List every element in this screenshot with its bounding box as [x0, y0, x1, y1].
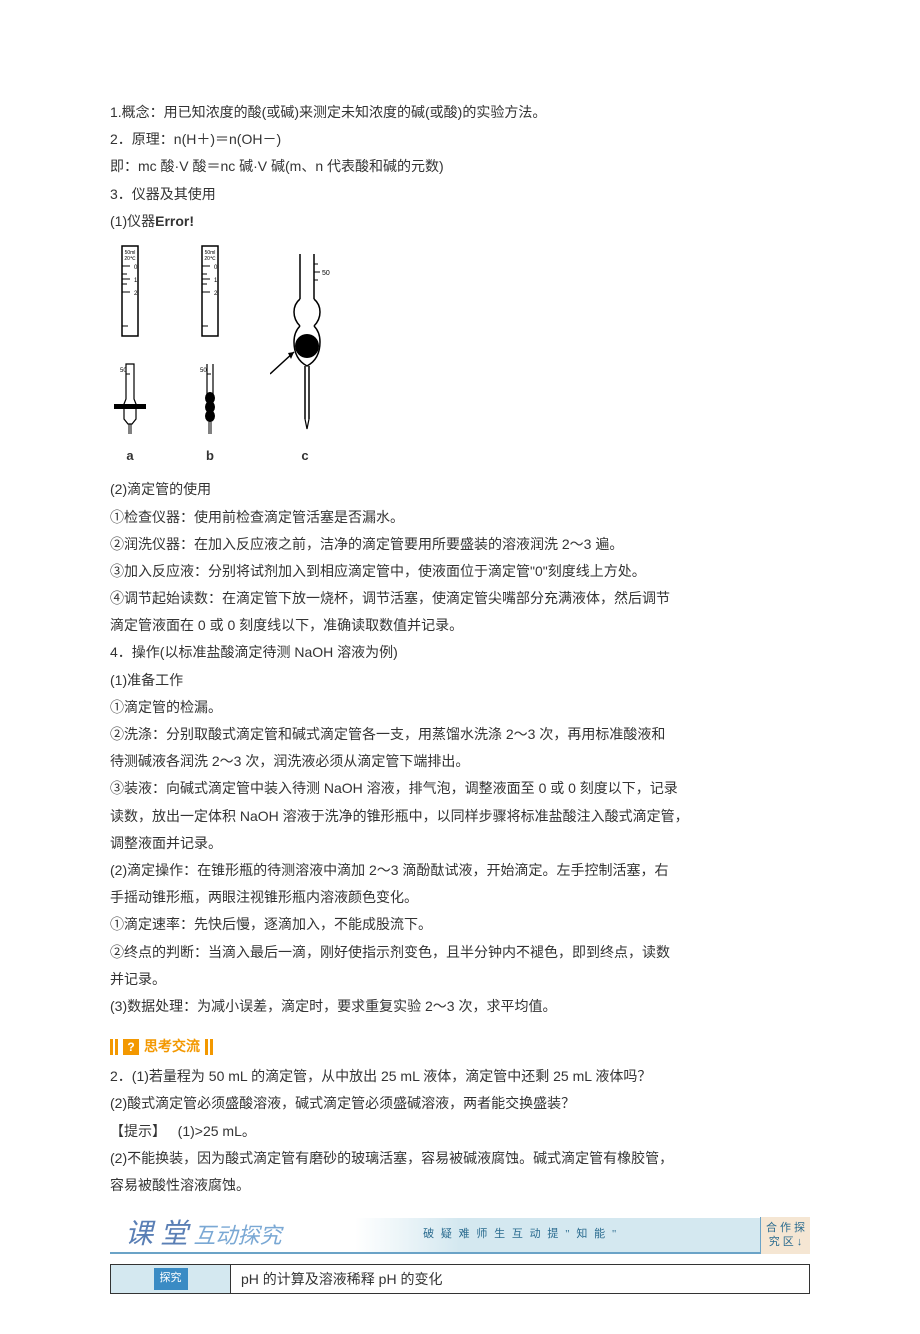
banner-subtitle: 破 疑 难 师 生 互 动 提 " 知 能 "	[282, 1225, 760, 1245]
prep3a: ③装液：向碱式滴定管中装入待测 NaOH 溶液，排气泡，调整液面至 0 或 0 …	[110, 776, 810, 801]
topic-content: pH 的计算及溶液稀释 pH 的变化	[231, 1265, 809, 1293]
svg-text:50: 50	[120, 368, 127, 374]
error-text: Error!	[155, 213, 194, 229]
prep3b: 读数，放出一定体积 NaOH 溶液于洗净的锥形瓶中，以同样步骤将标准盐酸注入酸式…	[110, 804, 810, 829]
instrument-sub: (1)仪器Error!	[110, 209, 810, 234]
operation-title: 4．操作(以标准盐酸滴定待测 NaOH 溶液为例)	[110, 640, 810, 665]
burette-a: 50ml 20℃ 0 1 2 50 a	[110, 244, 150, 467]
banner-small: 互动探究	[194, 1223, 282, 1248]
thinking-q1: 2．(1)若量程为 50 mL 的滴定管，从中放出 25 mL 液体，滴定管中还…	[110, 1064, 810, 1089]
svg-text:50: 50	[322, 270, 330, 277]
banner-right-bottom: 究 区 ↓	[763, 1235, 808, 1249]
usage-step4b: 滴定管液面在 0 或 0 刻度线以下，准确读取数值并记录。	[110, 613, 810, 638]
titrate-b: 手摇动锥形瓶，两眼注视锥形瓶内溶液颜色变化。	[110, 885, 810, 910]
prep2a: ②洗涤：分别取酸式滴定管和碱式滴定管各一支，用蒸馏水洗涤 2～3 次，再用标准酸…	[110, 722, 810, 747]
prep-title: (1)准备工作	[110, 668, 810, 693]
burette-diagram: 50ml 20℃ 0 1 2 50 a 50ml 20℃ 0	[110, 244, 810, 467]
banner-title: 课 堂 互动探究	[110, 1210, 282, 1260]
data-process: (3)数据处理：为减小误差，滴定时，要求重复实验 2～3 次，求平均值。	[110, 994, 810, 1019]
usage-step4a: ④调节起始读数：在滴定管下放一烧杯，调节活塞，使滴定管尖嘴部分充满液体，然后调节	[110, 586, 810, 611]
svg-text:20℃: 20℃	[124, 256, 136, 262]
formula-line: 即：mc 酸·V 酸＝nc 碱·V 碱(m、n 代表酸和碱的元数)	[110, 154, 810, 179]
prep1: ①滴定管的检漏。	[110, 695, 810, 720]
burette-c-label: c	[301, 444, 308, 467]
thinking-heading: ? 思考交流	[110, 1034, 810, 1059]
orange-bars-icon	[205, 1039, 213, 1055]
titrate1: ①滴定速率：先快后慢，逐滴加入，不能成股流下。	[110, 912, 810, 937]
burette-a-svg: 50ml 20℃ 0 1 2 50	[110, 244, 150, 434]
hint2a: (2)不能换装，因为酸式滴定管有磨砂的玻璃活塞，容易被碱液腐蚀。碱式滴定管有橡胶…	[110, 1146, 810, 1171]
burette-b-label: b	[206, 444, 214, 467]
hint-label: 【提示】	[110, 1123, 166, 1139]
section-banner: 课 堂 互动探究 破 疑 难 师 生 互 动 提 " 知 能 " 合 作 探 究…	[110, 1218, 810, 1254]
usage-step2: ②润洗仪器：在加入反应液之前，洁净的滴定管要用所要盛装的溶液润洗 2～3 遍。	[110, 532, 810, 557]
prep3c: 调整液面并记录。	[110, 831, 810, 856]
banner-right-top: 合 作 探	[763, 1221, 808, 1235]
usage-step3: ③加入反应液：分别将试剂加入到相应滴定管中，使液面位于滴定管"0"刻度线上方处。	[110, 559, 810, 584]
instrument-title: 3．仪器及其使用	[110, 182, 810, 207]
topic-box: 探究 pH 的计算及溶液稀释 pH 的变化	[110, 1264, 810, 1294]
hint-line: 【提示】 (1)>25 mL。	[110, 1119, 810, 1144]
banner-large: 课 堂	[125, 1219, 188, 1250]
concept-line: 1.概念：用已知浓度的酸(或碱)来测定未知浓度的碱(或酸)的实验方法。	[110, 100, 810, 125]
thinking-heading-text: 思考交流	[144, 1034, 200, 1059]
titrate2b: 并记录。	[110, 967, 810, 992]
thinking-q2: (2)酸式滴定管必须盛酸溶液，碱式滴定管必须盛碱溶液，两者能交换盛装？	[110, 1091, 810, 1116]
burette-a-label: a	[126, 444, 133, 467]
topic-tag-cell: 探究	[111, 1265, 231, 1293]
svg-text:50: 50	[200, 368, 207, 374]
prep2b: 待测碱液各润洗 2～3 次，润洗液必须从滴定管下端排出。	[110, 749, 810, 774]
question-icon: ?	[123, 1039, 139, 1055]
burette-b: 50ml 20℃ 0 1 2 50 b	[190, 244, 230, 467]
hint1: (1)>25 mL。	[178, 1123, 256, 1139]
hint2b: 容易被酸性溶液腐蚀。	[110, 1173, 810, 1198]
svg-text:20℃: 20℃	[204, 256, 216, 262]
usage-title: (2)滴定管的使用	[110, 477, 810, 502]
burette-c: 50 c	[270, 244, 340, 467]
instrument-label: (1)仪器	[110, 213, 155, 229]
usage-step1: ①检查仪器：使用前检查滴定管活塞是否漏水。	[110, 505, 810, 530]
burette-c-svg: 50	[270, 244, 340, 434]
banner-right: 合 作 探 究 区 ↓	[760, 1217, 810, 1254]
burette-b-svg: 50ml 20℃ 0 1 2 50	[190, 244, 230, 434]
topic-tag: 探究	[154, 1268, 188, 1290]
titrate-a: (2)滴定操作：在锥形瓶的待测溶液中滴加 2～3 滴酚酞试液，开始滴定。左手控制…	[110, 858, 810, 883]
titrate2a: ②终点的判断：当滴入最后一滴，刚好使指示剂变色，且半分钟内不褪色，即到终点，读数	[110, 940, 810, 965]
orange-bars-icon	[110, 1039, 118, 1055]
principle-line: 2．原理：n(H＋)＝n(OH－)	[110, 127, 810, 152]
